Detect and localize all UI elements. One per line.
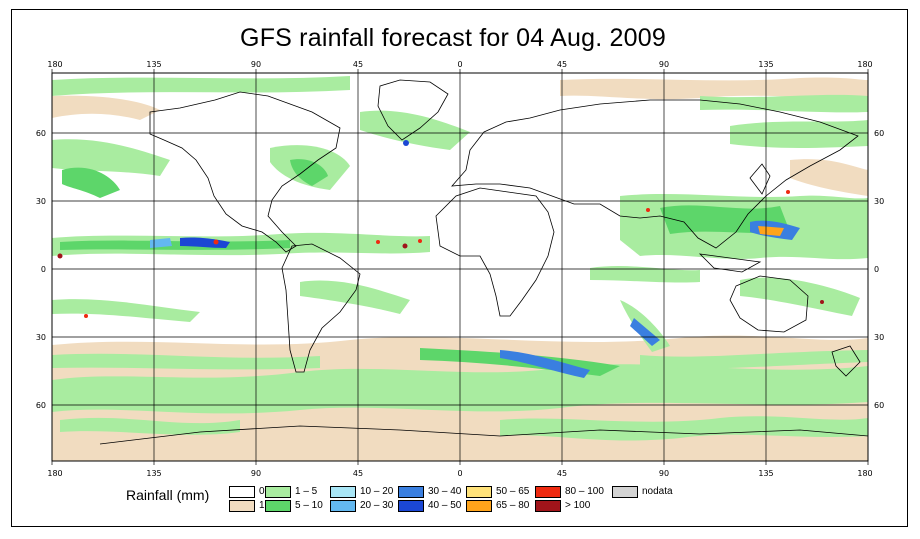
- top-lon-label: 135: [758, 60, 773, 69]
- legend-label: 80 – 100: [565, 486, 604, 497]
- bottom-lon-label: 0: [457, 469, 462, 478]
- legend-item: 30 – 40: [398, 485, 461, 498]
- legend-item: > 100: [535, 499, 590, 512]
- legend-label: 1: [259, 500, 265, 511]
- top-lon-label: 45: [353, 60, 363, 69]
- top-lon-labels: 180 135 90 45 0 45 90 135 180: [47, 60, 872, 69]
- legend-item: 80 – 100: [535, 485, 604, 498]
- left-lat-label: 30: [36, 333, 46, 342]
- legend-label: 40 – 50: [428, 500, 462, 511]
- legend-swatch: [229, 485, 255, 498]
- bottom-lon-labels: 180 135 90 45 0 45 90 135 180: [47, 469, 872, 478]
- legend-item: 10 – 20: [330, 485, 393, 498]
- legend-item: 20 – 30: [330, 499, 393, 512]
- legend-swatch: [398, 485, 424, 498]
- top-lon-label: 0: [457, 60, 462, 69]
- bottom-lon-label: 135: [146, 469, 161, 478]
- legend-swatch: [466, 499, 492, 512]
- legend-label: 10 – 20: [360, 486, 394, 497]
- legend-label: 20 – 30: [360, 500, 394, 511]
- legend-swatch: [330, 499, 356, 512]
- bottom-lon-label: 135: [758, 469, 773, 478]
- legend-item: 50 – 65: [466, 485, 529, 498]
- legend-label: 30 – 40: [428, 486, 462, 497]
- top-lon-label: 90: [251, 60, 261, 69]
- legend-swatch: [229, 499, 255, 512]
- legend-swatch: [466, 485, 492, 498]
- left-lat-labels: 60 30 0 30 60: [36, 129, 46, 410]
- right-lat-label: 60: [874, 401, 884, 410]
- legend-swatch: [612, 485, 638, 498]
- legend-item: 40 – 50: [398, 499, 461, 512]
- legend-item: 0: [229, 485, 265, 498]
- bottom-lon-label: 180: [47, 469, 62, 478]
- legend-label: 1 – 5: [295, 486, 318, 497]
- legend-title: Rainfall (mm): [126, 487, 210, 503]
- bottom-lon-label: 45: [557, 469, 567, 478]
- left-lat-label: 0: [41, 265, 46, 274]
- top-lon-label: 180: [857, 60, 872, 69]
- legend-swatch: [398, 499, 424, 512]
- right-lat-label: 30: [874, 333, 884, 342]
- right-lat-labels: 60 30 0 30 60: [874, 129, 884, 410]
- legend-label: 65 – 80: [496, 500, 530, 511]
- legend-label: nodata: [642, 486, 673, 497]
- top-lon-label: 180: [47, 60, 62, 69]
- coastlines: [99, 79, 868, 445]
- legend-item: 1: [229, 499, 265, 512]
- bottom-lon-label: 180: [857, 469, 872, 478]
- legend-item: 1 – 5: [265, 485, 317, 498]
- tick-marks: [51, 69, 869, 465]
- legend-item: nodata: [612, 485, 673, 498]
- legend-swatch: [535, 499, 561, 512]
- legend-swatch: [330, 485, 356, 498]
- bottom-lon-label: 90: [659, 469, 669, 478]
- bottom-lon-label: 45: [353, 469, 363, 478]
- left-lat-label: 60: [36, 129, 46, 138]
- legend-item: 5 – 10: [265, 499, 323, 512]
- map-title: GFS rainfall forecast for 04 Aug. 2009: [240, 24, 666, 52]
- right-lat-label: 30: [874, 197, 884, 206]
- top-lon-label: 90: [659, 60, 669, 69]
- right-lat-label: 60: [874, 129, 884, 138]
- legend-label: 5 – 10: [295, 500, 323, 511]
- legend-label: 0: [259, 486, 265, 497]
- legend-swatch: [265, 485, 291, 498]
- legend-swatch: [535, 485, 561, 498]
- figure-frame: [11, 9, 908, 527]
- legend-item: 65 – 80: [466, 499, 529, 512]
- bottom-lon-label: 90: [251, 469, 261, 478]
- legend-label: 50 – 65: [496, 486, 530, 497]
- left-lat-label: 30: [36, 197, 46, 206]
- legend-swatch: [265, 499, 291, 512]
- legend-label: > 100: [565, 500, 591, 511]
- top-lon-label: 45: [557, 60, 567, 69]
- right-lat-label: 0: [874, 265, 879, 274]
- left-lat-label: 60: [36, 401, 46, 410]
- top-lon-label: 135: [146, 60, 161, 69]
- graticule: [52, 73, 868, 461]
